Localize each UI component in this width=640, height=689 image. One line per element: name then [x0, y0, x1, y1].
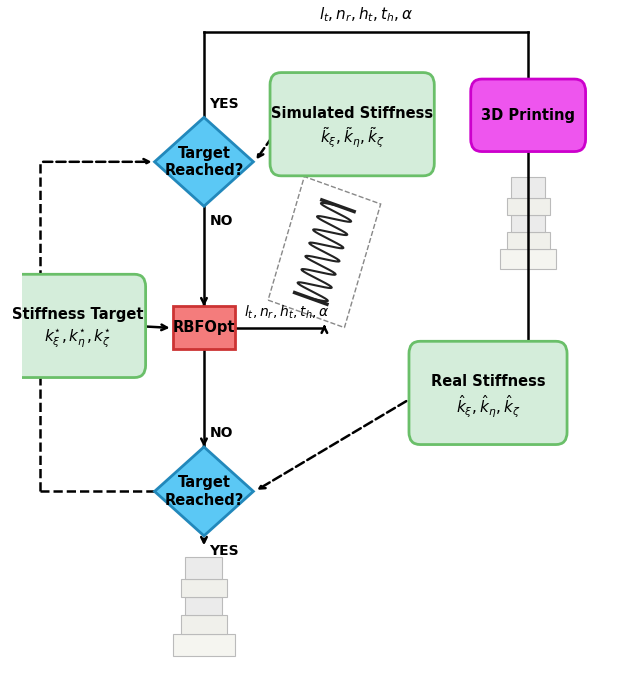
- Text: 3D Printing: 3D Printing: [481, 107, 575, 123]
- FancyBboxPatch shape: [181, 579, 227, 597]
- FancyBboxPatch shape: [511, 177, 545, 198]
- FancyBboxPatch shape: [500, 249, 556, 269]
- Polygon shape: [155, 447, 253, 536]
- Text: YES: YES: [209, 96, 239, 110]
- Text: $l_t, n_r, h_t, t_h, \alpha$: $l_t, n_r, h_t, t_h, \alpha$: [244, 304, 330, 321]
- FancyBboxPatch shape: [506, 198, 550, 215]
- FancyBboxPatch shape: [409, 341, 567, 444]
- Text: NO: NO: [210, 426, 234, 440]
- FancyBboxPatch shape: [173, 634, 235, 656]
- FancyBboxPatch shape: [270, 72, 435, 176]
- FancyBboxPatch shape: [186, 557, 223, 579]
- Text: $\hat{k}_{\xi}, \hat{k}_{\eta}, \hat{k}_{\zeta}$: $\hat{k}_{\xi}, \hat{k}_{\eta}, \hat{k}_…: [456, 393, 520, 420]
- Text: YES: YES: [209, 544, 239, 558]
- Polygon shape: [155, 117, 253, 206]
- FancyBboxPatch shape: [471, 79, 586, 152]
- Text: Target
Reached?: Target Reached?: [164, 475, 244, 508]
- Text: $l_t, n_r, h_t, t_h, \alpha$: $l_t, n_r, h_t, t_h, \alpha$: [319, 5, 413, 23]
- Text: $\tilde{k}_{\xi}, \tilde{k}_{\eta}, \tilde{k}_{\zeta}$: $\tilde{k}_{\xi}, \tilde{k}_{\eta}, \til…: [320, 125, 385, 150]
- FancyBboxPatch shape: [186, 597, 223, 615]
- Bar: [173, 307, 235, 349]
- FancyBboxPatch shape: [506, 232, 550, 249]
- FancyBboxPatch shape: [9, 274, 146, 378]
- Text: RBFOpt: RBFOpt: [173, 320, 236, 336]
- Text: Target
Reached?: Target Reached?: [164, 145, 244, 178]
- FancyBboxPatch shape: [511, 215, 545, 232]
- Text: Stiffness Target: Stiffness Target: [12, 307, 143, 322]
- Text: $k^{\star}_{\xi}, k^{\star}_{\eta}, k^{\star}_{\zeta}$: $k^{\star}_{\xi}, k^{\star}_{\eta}, k^{\…: [44, 328, 111, 351]
- FancyBboxPatch shape: [181, 615, 227, 634]
- Text: Simulated Stiffness: Simulated Stiffness: [271, 105, 433, 121]
- Text: Real Stiffness: Real Stiffness: [431, 374, 545, 389]
- Text: NO: NO: [210, 214, 234, 229]
